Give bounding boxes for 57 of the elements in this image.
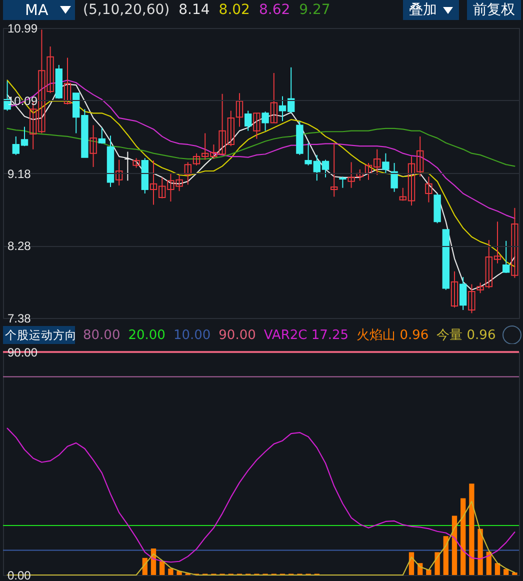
bar [469, 484, 474, 575]
candlestick [511, 207, 518, 278]
bar [426, 570, 432, 575]
text: 8.62 [258, 2, 290, 18]
ref-line-label: 10.00 [173, 328, 211, 342]
candlestick [262, 111, 269, 132]
candlestick [124, 151, 132, 182]
bar [486, 552, 492, 575]
candlestick [253, 112, 260, 140]
candlestick [132, 158, 140, 168]
bar [494, 563, 500, 575]
candlestick [468, 284, 476, 314]
bar [443, 536, 448, 575]
text: 前复权 [473, 1, 515, 19]
ref-line-label: 90.00 [218, 328, 256, 342]
y-tick-label: 7.38 [8, 312, 32, 326]
text: 9.27 [299, 2, 330, 18]
y-tick-label: 9.18 [8, 166, 32, 181]
line-series [6, 128, 516, 167]
text: VAR2C 17.25 [264, 328, 349, 342]
candlestick [348, 162, 355, 188]
chart-title: MA [25, 1, 48, 19]
candlestick [502, 240, 510, 274]
candlestick [356, 168, 364, 182]
bar [452, 516, 458, 575]
candlestick [236, 92, 244, 128]
candlestick [90, 124, 97, 168]
text: 8.02 [218, 2, 250, 18]
ref-line-label: 80.00 [83, 328, 120, 342]
text: 叠加 [409, 1, 437, 19]
candlestick [339, 176, 346, 188]
candlestick [382, 152, 390, 174]
y-tick-label: 10.99 [8, 22, 38, 36]
bar [434, 552, 440, 575]
candlestick [64, 57, 72, 105]
text: 8.14 [178, 2, 210, 18]
candlestick [460, 276, 467, 310]
y-tick-label: 8.28 [8, 239, 32, 254]
bar [504, 569, 509, 575]
chart-subtitle: (5,10,20,60) [83, 2, 170, 18]
candlestick [270, 72, 278, 124]
bar [160, 561, 165, 575]
candlestick [116, 159, 123, 186]
candlestick [450, 270, 458, 308]
chart-title: 个股运动方向 [5, 328, 77, 342]
bar [478, 528, 483, 575]
line-series [6, 428, 516, 563]
candlestick [425, 176, 432, 203]
bar [168, 568, 174, 575]
text: 火焰山 0.96 [356, 327, 429, 344]
text: 今量 0.96 [436, 327, 496, 344]
candlestick [244, 110, 252, 132]
candlestick [330, 142, 338, 198]
candlestick [390, 162, 398, 192]
ref-line-label: 20.00 [128, 328, 166, 342]
bar [460, 498, 466, 575]
candlestick [98, 127, 106, 144]
